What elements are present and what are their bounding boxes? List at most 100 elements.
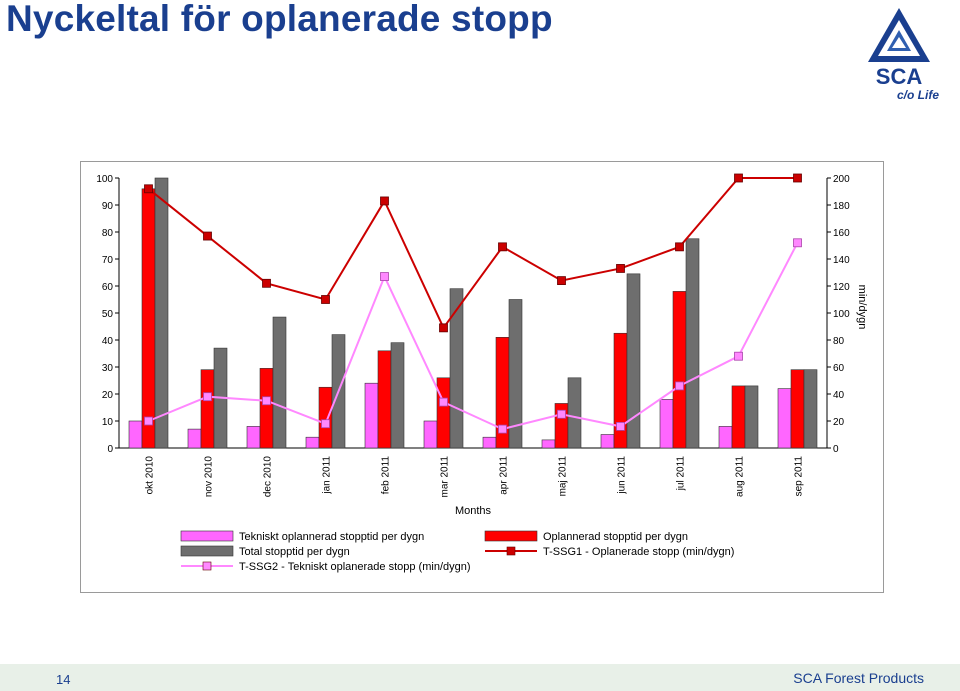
line-point	[616, 421, 625, 431]
page-number: 14	[56, 672, 71, 687]
line-point	[203, 231, 212, 241]
bar	[790, 369, 805, 449]
y-tick-label: 60	[102, 282, 114, 293]
legend-label: T-SSG2 - Tekniskt oplanerade stopp (min/…	[239, 561, 471, 573]
logo-subtext: c/o Life	[897, 88, 939, 102]
bar	[423, 420, 438, 449]
bar	[390, 342, 405, 449]
line-point	[321, 295, 330, 304]
line-point	[321, 419, 330, 429]
y2-tick-label: 100	[833, 309, 850, 320]
bar	[626, 273, 641, 449]
line-point	[557, 409, 566, 419]
bar	[141, 188, 156, 449]
bar	[187, 428, 202, 449]
bar	[246, 426, 261, 449]
legend-marker	[202, 561, 212, 571]
line-point	[675, 381, 684, 391]
bar	[272, 316, 287, 449]
y2-tick-label: 140	[833, 255, 850, 266]
y2-tick-label: 40	[833, 390, 845, 401]
line-point	[498, 242, 507, 252]
x-tick-label: dec 2010	[263, 456, 274, 498]
y-tick-label: 40	[102, 336, 114, 347]
x-axis-label: Months	[455, 505, 492, 517]
legend-label: Total stopptid per dygn	[239, 546, 350, 558]
sca-logo: SCA c/o Life	[868, 8, 939, 102]
line-point	[439, 323, 448, 333]
y-tick-label: 90	[102, 201, 114, 212]
bar	[777, 388, 792, 449]
chart-svg: 0 10 20 30 40 50 60 70 80 90 100 0 20 40 60 80 100 120 140…	[96, 173, 868, 580]
bar	[305, 436, 320, 449]
line-point	[793, 238, 802, 248]
x-tick-label: aug 2011	[735, 456, 746, 497]
bar	[154, 177, 169, 449]
series-line	[148, 242, 799, 431]
bar	[436, 377, 451, 449]
x-tick-label: jun 2011	[617, 456, 628, 495]
y2-tick-label: 160	[833, 228, 850, 239]
page-title: Nyckeltal för oplanerade stopp	[6, 0, 553, 39]
bar	[731, 385, 746, 449]
y2-tick-label: 20	[833, 417, 845, 428]
line-point	[793, 173, 802, 183]
legend-box	[177, 528, 789, 580]
bar	[449, 288, 464, 449]
y2-tick-label: 120	[833, 282, 850, 293]
line-point	[262, 278, 271, 288]
logo-text: SCA	[876, 64, 923, 89]
legend-label: T-SSG1 - Oplanerade stopp (min/dygn)	[543, 546, 734, 558]
y2-tick-label: 180	[833, 201, 850, 212]
line-point	[557, 276, 566, 285]
bar	[659, 399, 674, 449]
y-tick-label: 70	[102, 255, 114, 266]
line-point	[203, 392, 212, 402]
y2-tick-label: 60	[833, 363, 845, 374]
x-tick-label: jan 2011	[322, 456, 333, 495]
legend-swatch	[484, 530, 538, 542]
y2-tick-label: 200	[833, 174, 850, 185]
bar	[672, 291, 687, 449]
legend-swatch	[180, 545, 234, 557]
y2-axis-label: min/dygn	[856, 285, 868, 330]
x-tick-label: apr 2011	[499, 456, 510, 495]
x-tick-label: nov 2010	[204, 456, 215, 498]
y-tick-label: 30	[102, 363, 114, 374]
y2-tick-label: 0	[833, 444, 839, 455]
x-tick-label: feb 2011	[381, 456, 392, 495]
line-point	[675, 242, 684, 252]
bar	[567, 377, 582, 449]
bar	[318, 386, 333, 449]
chart-panel: 0 10 20 30 40 50 60 70 80 90 100 0 20 40 60 80 100 120 140…	[80, 161, 884, 593]
bar	[200, 369, 215, 449]
line-point	[734, 351, 743, 361]
y-tick-label: 20	[102, 390, 114, 401]
bar	[377, 350, 392, 449]
bar	[718, 426, 733, 449]
bar	[600, 434, 615, 449]
x-tick-label: okt 2010	[145, 456, 156, 495]
line-point	[734, 173, 743, 183]
legend-swatch	[180, 530, 234, 542]
line-point	[144, 416, 153, 426]
bar	[685, 238, 700, 449]
line-point	[380, 272, 389, 281]
legend-label: Tekniskt oplannerad stopptid per dygn	[239, 531, 424, 543]
footer-bar: 14 SCA Forest Products	[0, 664, 960, 691]
footer-company: SCA Forest Products	[793, 670, 924, 686]
line-point	[439, 397, 448, 407]
y-tick-label: 10	[102, 417, 114, 428]
bar	[803, 369, 818, 449]
x-tick-label: sep 2011	[794, 456, 805, 497]
bar	[508, 299, 523, 449]
y-tick-label: 100	[96, 174, 113, 185]
line-point	[144, 184, 153, 194]
bar	[364, 382, 379, 449]
line-point	[380, 196, 389, 206]
x-tick-label: jul 2011	[676, 456, 687, 492]
y-tick-label: 80	[102, 228, 114, 239]
y-tick-label: 50	[102, 309, 114, 320]
x-tick-label: mar 2011	[440, 456, 451, 498]
series-line	[147, 177, 798, 330]
